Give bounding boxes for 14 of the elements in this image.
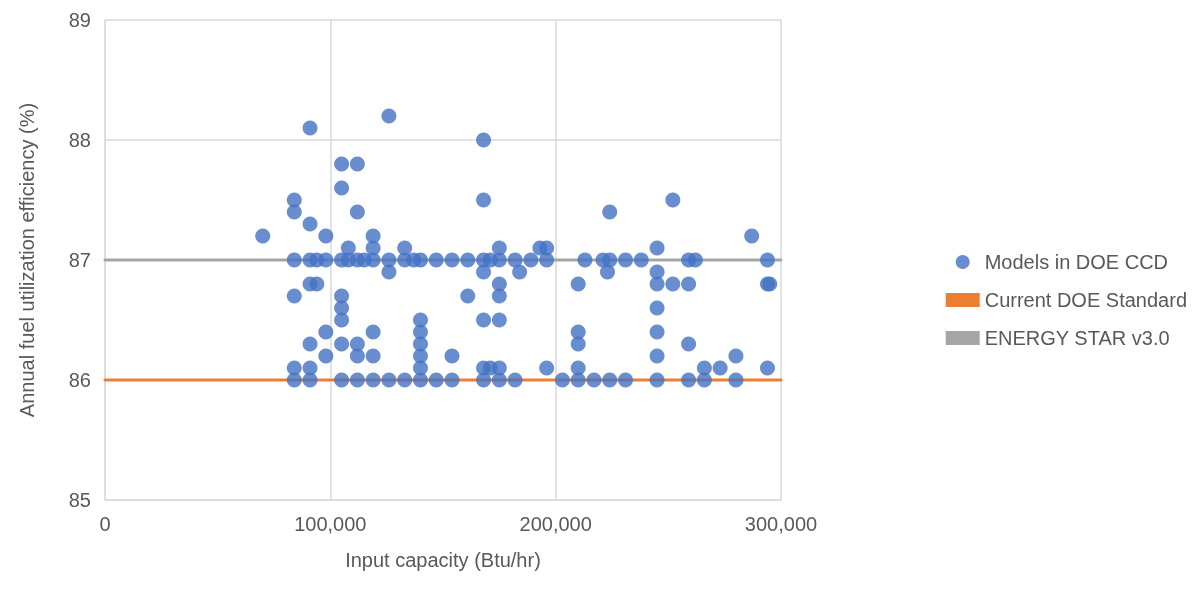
legend-label: Current DOE Standard — [984, 289, 1188, 311]
x-tick-label: 0 — [99, 513, 111, 535]
x-tick-label: 100,000 — [294, 513, 367, 535]
x-axis-title: Input capacity (Btu/hr) — [345, 549, 541, 571]
y-tick-label: 87 — [68, 249, 91, 271]
y-tick-label: 85 — [68, 489, 91, 511]
y-tick-label: 88 — [68, 129, 91, 151]
x-tick-label: 300,000 — [744, 513, 818, 535]
y-tick-label: 86 — [68, 369, 91, 391]
y-axis-title: Annual fuel utilization efficiency (%) — [16, 102, 38, 418]
legend-label: ENERGY STAR v3.0 — [984, 327, 1170, 349]
y-tick-label: 89 — [68, 9, 91, 31]
legend-label: Models in DOE CCD — [984, 251, 1169, 273]
x-tick-label: 200,000 — [519, 513, 592, 535]
